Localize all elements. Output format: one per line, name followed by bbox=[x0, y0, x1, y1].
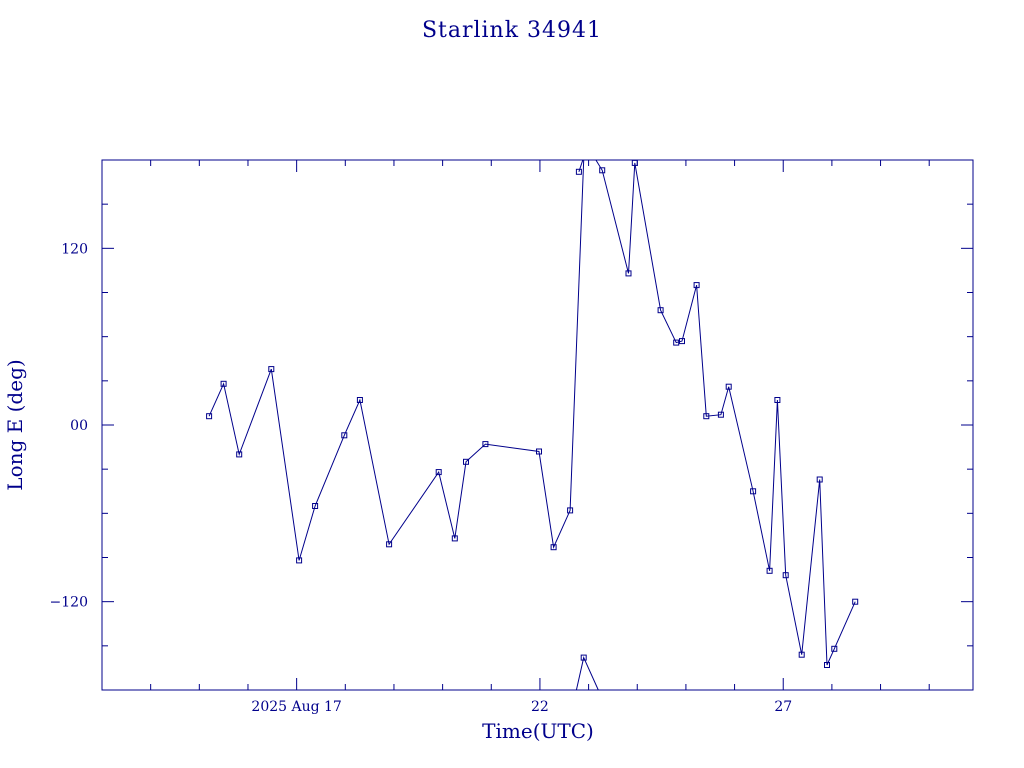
data-point bbox=[693, 282, 700, 289]
data-point bbox=[482, 441, 489, 448]
data-point bbox=[703, 413, 710, 420]
data-point bbox=[206, 413, 213, 420]
series-line bbox=[578, 160, 584, 172]
data-point bbox=[312, 503, 319, 509]
data-point bbox=[386, 541, 393, 548]
data-point bbox=[296, 557, 303, 564]
series-group bbox=[206, 160, 859, 690]
data-point bbox=[567, 507, 574, 514]
data-point bbox=[673, 339, 680, 346]
data-point bbox=[550, 544, 557, 551]
data-point bbox=[435, 469, 442, 476]
y-tick-label: 00 bbox=[70, 418, 88, 434]
series-line bbox=[208, 160, 585, 561]
data-point bbox=[824, 662, 830, 668]
x-tick-label: 2025 Aug 17 bbox=[251, 699, 341, 715]
data-point bbox=[341, 432, 348, 439]
data-point bbox=[631, 160, 638, 166]
data-point bbox=[766, 567, 773, 574]
series-layer bbox=[206, 160, 859, 690]
data-point bbox=[657, 307, 664, 314]
data-point bbox=[774, 397, 781, 403]
data-point bbox=[831, 645, 838, 652]
data-point bbox=[220, 380, 227, 387]
data-point bbox=[717, 411, 724, 418]
data-point bbox=[575, 168, 582, 175]
data-point bbox=[536, 448, 542, 455]
y-axis-label: Long E (deg) bbox=[3, 359, 27, 490]
series-line bbox=[595, 160, 856, 666]
data-point bbox=[625, 270, 632, 277]
y-tick-label: 120 bbox=[61, 241, 88, 257]
data-point bbox=[750, 488, 757, 495]
data-point bbox=[463, 458, 469, 465]
tick-labels: 2025 Aug 17 22 27 120 00 −120 bbox=[50, 241, 793, 715]
data-point bbox=[451, 535, 458, 542]
chart-title: Starlink 34941 bbox=[422, 18, 602, 43]
x-axis-label: Time(UTC) bbox=[482, 719, 594, 743]
data-point bbox=[816, 476, 823, 483]
data-point bbox=[852, 598, 859, 605]
data-point bbox=[782, 572, 789, 579]
x-tick-label: 27 bbox=[774, 699, 792, 715]
y-tick-label: −120 bbox=[50, 595, 88, 611]
data-point bbox=[356, 397, 363, 403]
data-point bbox=[798, 651, 805, 658]
x-tick-label: 22 bbox=[531, 699, 549, 715]
data-point bbox=[236, 451, 243, 458]
data-point bbox=[725, 383, 732, 390]
data-point bbox=[599, 167, 606, 174]
data-point bbox=[580, 654, 587, 661]
data-point bbox=[679, 338, 685, 345]
data-point bbox=[268, 366, 275, 373]
series-line bbox=[575, 656, 599, 690]
